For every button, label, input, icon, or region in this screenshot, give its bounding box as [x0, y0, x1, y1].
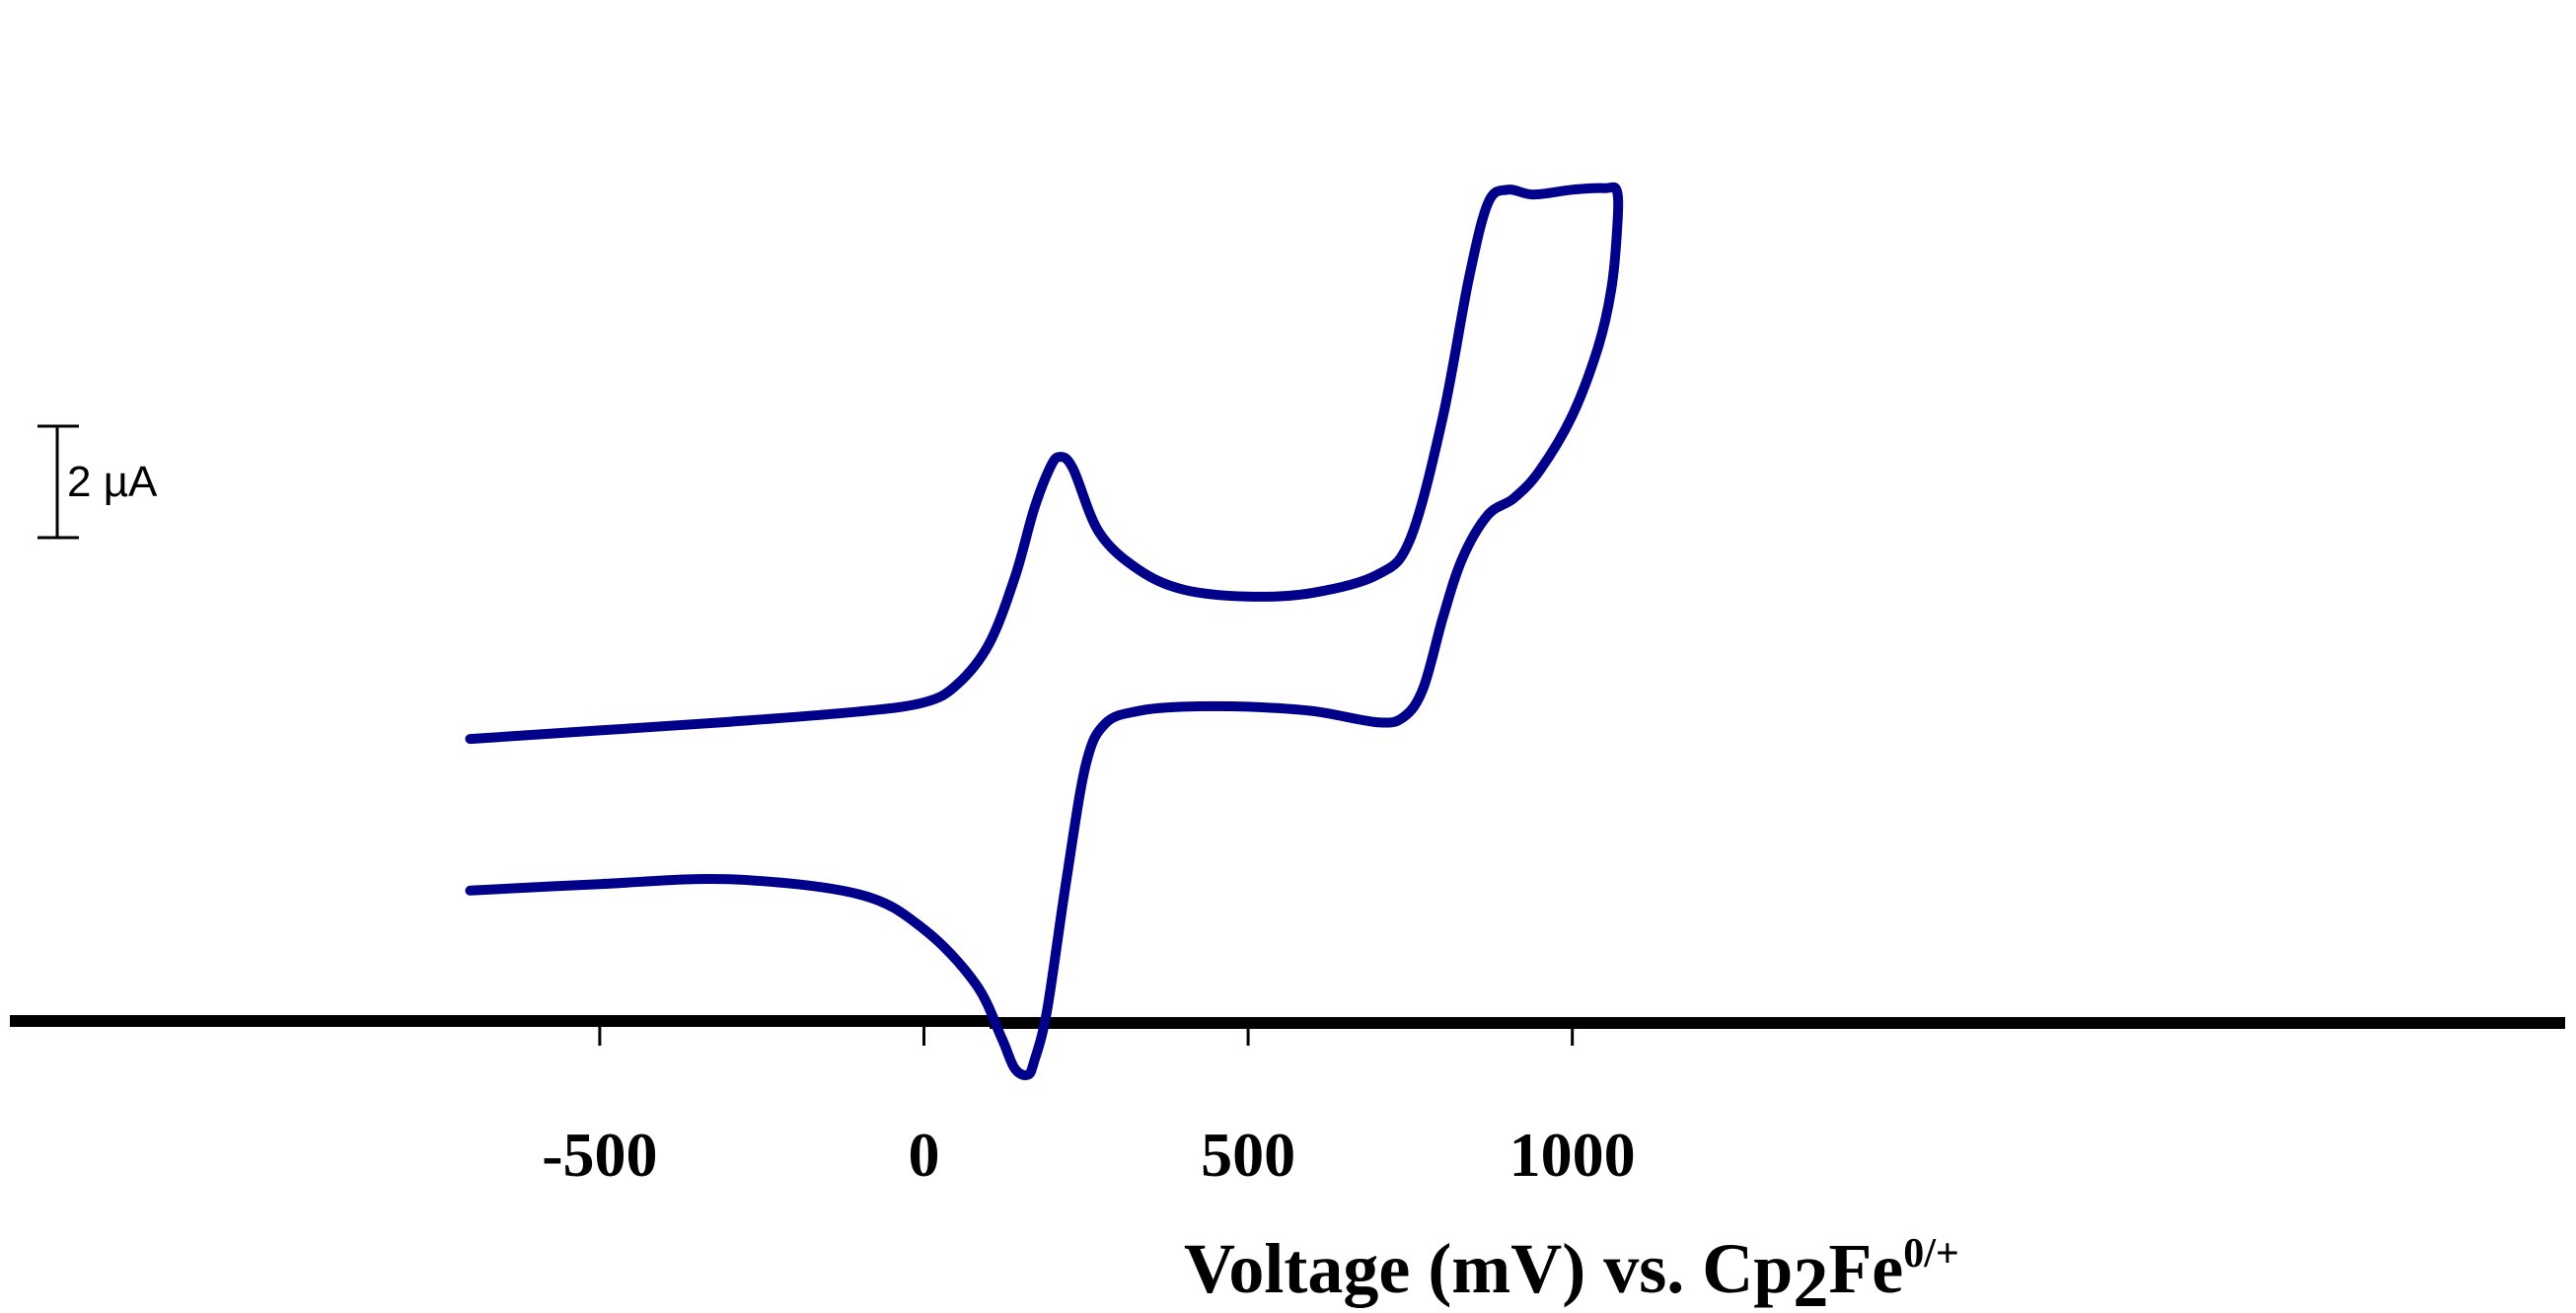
x-tick-label: -500 — [542, 1120, 657, 1190]
x-axis-label-main: Voltage (mV) vs. Cp — [1184, 1229, 1793, 1308]
x-axis-tick-labels: -500 0 500 1000 — [542, 1120, 1635, 1190]
cv-curve-series — [465, 182, 1624, 1080]
x-axis-label-superscript: 0/+ — [1903, 1231, 1959, 1277]
x-tick-label: 0 — [908, 1120, 939, 1190]
current-scale-bar: 2 µA — [37, 424, 158, 540]
x-tick-label: 1000 — [1509, 1120, 1636, 1190]
x-axis-label: Voltage (mV) vs. Cp2Fe0/+ — [1184, 1229, 1959, 1313]
x-axis-label-subscript: 2 — [1793, 1243, 1828, 1313]
x-axis-label-species: Fe — [1828, 1229, 1903, 1308]
x-axis-ticks — [598, 1022, 1575, 1046]
scale-bar-label: 2 µA — [67, 458, 158, 506]
x-tick-label: 500 — [1201, 1120, 1295, 1190]
